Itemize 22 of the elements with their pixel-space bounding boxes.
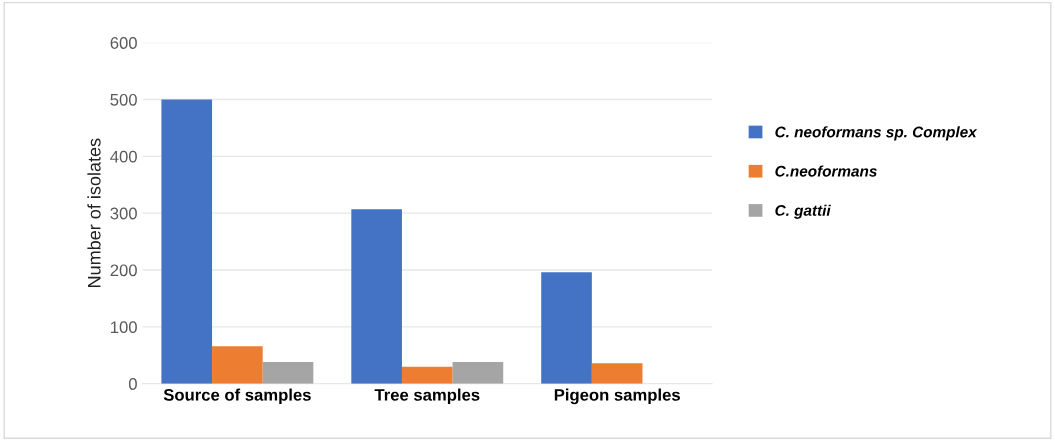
x-tick-label: Pigeon samples: [554, 388, 680, 405]
bar: [262, 362, 314, 384]
bar: [591, 363, 643, 384]
legend-label: C. neoformans sp. Complex: [775, 126, 978, 141]
y-tick-label: 200: [110, 264, 137, 277]
bar: [161, 99, 213, 384]
x-tick-label: Tree samples: [374, 388, 480, 405]
y-tick-label: 400: [110, 150, 137, 163]
legend-label: C.neoformans: [775, 165, 877, 177]
bar: [212, 346, 263, 384]
y-tick-label: 300: [110, 207, 137, 220]
legend-label: C. gattii: [775, 204, 831, 219]
y-tick-label: 500: [110, 93, 137, 106]
bar: [452, 362, 504, 384]
bar: [541, 272, 592, 384]
y-tick-label: 600: [110, 37, 137, 49]
bar: [351, 209, 402, 384]
bar: [401, 366, 453, 384]
y-tick-label: 0: [128, 378, 137, 390]
y-tick-label: 100: [111, 321, 137, 334]
x-tick-label: Source of samples: [163, 388, 311, 405]
y-axis-title: Number of isolates: [87, 138, 101, 287]
